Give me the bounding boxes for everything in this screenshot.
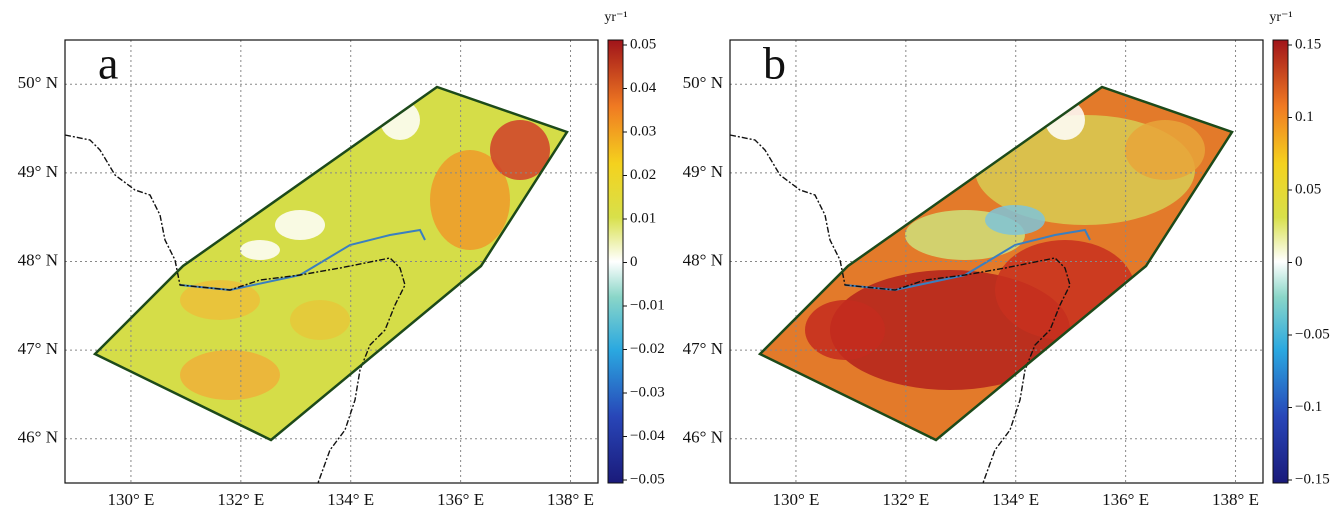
x-tick-label: 136° E [1102, 490, 1149, 509]
colorbar-tick-label: 0 [630, 254, 638, 270]
panel-label: a [98, 38, 118, 89]
colorbar-tick-label: −0.02 [630, 341, 665, 357]
colorbar-unit: yr⁻¹ [604, 10, 627, 25]
y-tick-label: 49° N [683, 162, 723, 181]
raster-patch [290, 300, 350, 340]
raster-patch [275, 210, 325, 240]
map-panel: 130° E 132° E 134° E 136° E 138° E 46° N 47° N… [683, 10, 1330, 509]
colorbar-tick-label: −0.04 [630, 428, 665, 444]
colorbar [607, 39, 624, 484]
raster-patch [805, 300, 885, 360]
y-tick-label: 48° N [683, 250, 723, 269]
colorbar-tick-label: −0.05 [630, 471, 665, 487]
raster-patch [490, 120, 550, 180]
x-tick-label: 138° E [547, 490, 594, 509]
y-tick-label: 50° N [18, 73, 58, 92]
x-tick-label: 132° E [882, 490, 929, 509]
x-tick-label: 130° E [772, 490, 819, 509]
y-tick-label: 46° N [683, 428, 723, 447]
raster-patch [1045, 100, 1085, 140]
national-border [729, 134, 1071, 484]
colorbar-tick-label: 0.01 [630, 210, 656, 226]
colorbar-tick-label: −0.01 [630, 297, 665, 313]
y-tick-label: 47° N [18, 339, 58, 358]
colorbar-tick-label: −0.03 [630, 384, 665, 400]
raster-patch [1125, 120, 1205, 180]
y-tick-label: 49° N [18, 162, 58, 181]
raster-patch [240, 240, 280, 260]
colorbar-tick-label: 0.1 [1295, 109, 1314, 125]
x-tick-label: 130° E [107, 490, 154, 509]
map-frame [729, 39, 1264, 484]
colorbar-unit: yr⁻¹ [1269, 10, 1292, 25]
map-panel: 130° E 132° E 134° E 136° E 138° E 46° N 47° N… [18, 10, 666, 509]
map-frame [64, 39, 599, 484]
y-tick-label: 50° N [683, 73, 723, 92]
x-tick-label: 134° E [327, 490, 374, 509]
raster-patch [985, 205, 1045, 235]
x-tick-label: 138° E [1212, 490, 1259, 509]
colorbar-tick-label: 0.04 [630, 80, 657, 96]
raster-patch [380, 100, 420, 140]
study-area [757, 85, 1234, 442]
y-tick-label: 47° N [683, 339, 723, 358]
study-area [92, 85, 569, 442]
colorbar-tick-label: −0.1 [1295, 399, 1322, 415]
national-border [64, 134, 406, 484]
colorbar-tick-label: 0.03 [630, 123, 656, 139]
colorbar-tick-label: −0.15 [1295, 471, 1330, 487]
raster-patch [180, 350, 280, 400]
colorbar-tick-label: 0.02 [630, 167, 656, 183]
x-tick-label: 136° E [437, 490, 484, 509]
y-tick-label: 46° N [18, 428, 58, 447]
x-tick-label: 132° E [217, 490, 264, 509]
panel-label: b [763, 38, 786, 89]
raster-patch [180, 280, 260, 320]
colorbar-tick-label: 0 [1295, 254, 1303, 270]
colorbar-tick-label: 0.15 [1295, 36, 1321, 52]
colorbar-tick-label: 0.05 [630, 36, 656, 52]
raster-patch [430, 150, 510, 250]
colorbar-tick-label: −0.05 [1295, 326, 1330, 342]
colorbar [1272, 39, 1289, 484]
y-tick-label: 48° N [18, 250, 58, 269]
colorbar-tick-label: 0.05 [1295, 181, 1321, 197]
x-tick-label: 134° E [992, 490, 1039, 509]
